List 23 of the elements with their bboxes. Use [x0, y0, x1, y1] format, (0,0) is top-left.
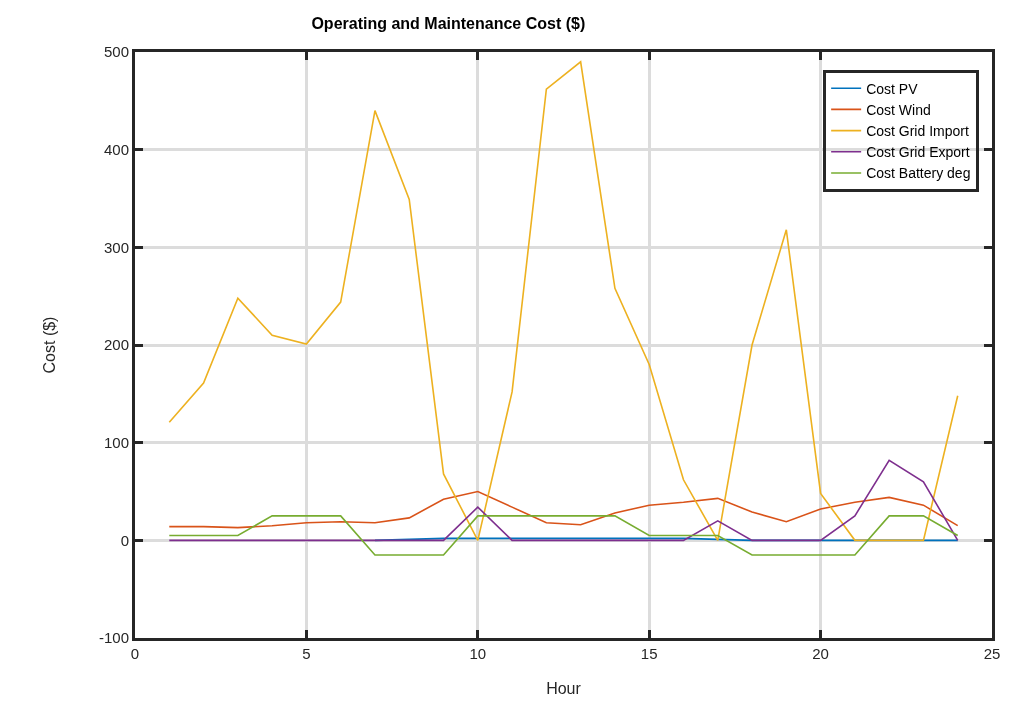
y-tick-label: 400 [103, 140, 129, 158]
chart-title: Operating and Maintenance Cost ($) [311, 14, 586, 32]
legend-label: Cost PV [866, 80, 919, 97]
line-series [168, 490, 959, 529]
y-tick-label: 500 [103, 43, 129, 61]
x-tick-label: 25 [983, 645, 1001, 662]
legend-label: Cost Grid Import [866, 123, 969, 140]
line-series [168, 459, 959, 542]
x-tick-label: 15 [640, 645, 658, 662]
x-axis-title: Hour [546, 679, 582, 697]
x-tick-label: 0 [130, 645, 140, 662]
y-axis-title: Cost ($) [40, 316, 58, 374]
y-tick-label: -100 [98, 629, 129, 647]
y-tick-label: 100 [103, 433, 129, 451]
y-tick-label: 200 [103, 336, 129, 354]
legend-label: Cost Battery deg [866, 165, 971, 182]
y-tick-label: 300 [103, 238, 129, 256]
y-tick-label: 0 [120, 531, 129, 549]
x-tick-label: 5 [302, 645, 311, 662]
x-tick-label: 20 [812, 645, 829, 662]
x-tick-label: 10 [469, 645, 487, 662]
legend-label: Cost Wind [866, 101, 931, 118]
legend-label: Cost Grid Export [866, 144, 970, 161]
